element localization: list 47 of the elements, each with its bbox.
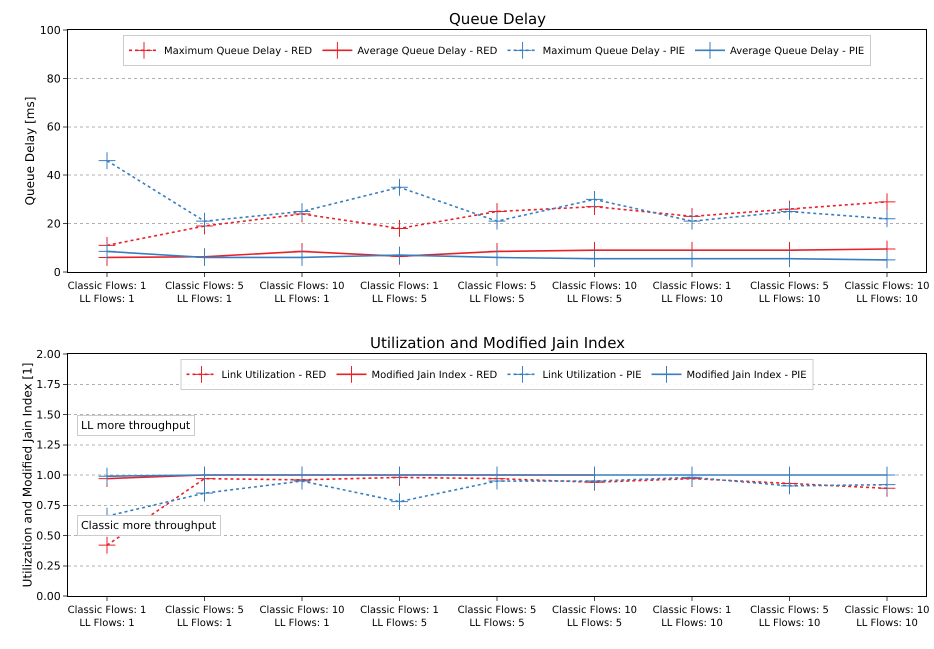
y-axis-title: Utilization and Modified Jain Index [1] xyxy=(20,362,34,588)
x-tick-label: Classic Flows: 1 LL Flows: 1 xyxy=(68,281,146,305)
chart-title: Queue Delay xyxy=(449,10,546,28)
legend-label: Link Utilization - PIE xyxy=(542,370,642,382)
x-tick-label: Classic Flows: 1 LL Flows: 5 xyxy=(360,281,439,305)
x-tick-label: Classic Flows: 10 LL Flows: 10 xyxy=(844,605,930,629)
legend-label: Maximum Queue Delay - RED xyxy=(164,46,312,58)
legend-label: Average Queue Delay - PIE xyxy=(730,46,864,58)
y-tick-label: 2.00 xyxy=(36,348,61,361)
y-tick-label: 80 xyxy=(46,72,61,86)
chart-title: Utilization and Modified Jain Index xyxy=(370,334,626,352)
y-tick-label: 60 xyxy=(46,120,61,134)
x-tick-label: Classic Flows: 1 LL Flows: 10 xyxy=(652,281,732,305)
y-tick-label: 40 xyxy=(46,169,61,182)
y-tick-label: 0.00 xyxy=(36,590,61,603)
y-tick-label: 1.75 xyxy=(36,378,61,392)
legend-label: Modified Jain Index - PIE xyxy=(686,370,807,382)
legend-label: Average Queue Delay - RED xyxy=(357,46,498,58)
x-tick-label: Classic Flows: 10 LL Flows: 5 xyxy=(552,605,638,629)
annotation: Classic more throughput xyxy=(81,519,217,532)
x-tick-label: Classic Flows: 10 LL Flows: 1 xyxy=(259,281,345,305)
x-tick-label: Classic Flows: 1 LL Flows: 1 xyxy=(68,605,146,629)
legend-label: Maximum Queue Delay - PIE xyxy=(542,46,685,58)
x-tick-label: Classic Flows: 1 LL Flows: 10 xyxy=(652,605,732,629)
x-tick-label: Classic Flows: 10 LL Flows: 1 xyxy=(259,605,345,629)
y-tick-label: 0.25 xyxy=(36,560,61,573)
y-tick-label: 0.75 xyxy=(36,499,61,512)
y-tick-label: 0.50 xyxy=(36,529,61,542)
x-tick-label: Classic Flows: 5 LL Flows: 1 xyxy=(165,281,244,305)
x-tick-label: Classic Flows: 5 LL Flows: 5 xyxy=(458,605,536,629)
annotation: LL more throughput xyxy=(81,419,191,432)
y-tick-label: 1.00 xyxy=(36,468,61,482)
y-tick-label: 0 xyxy=(54,266,61,279)
y-tick-label: 1.25 xyxy=(36,438,61,452)
x-tick-label: Classic Flows: 5 LL Flows: 1 xyxy=(165,605,244,629)
y-tick-label: 20 xyxy=(46,217,61,230)
x-tick-label: Classic Flows: 5 LL Flows: 5 xyxy=(458,281,536,305)
legend-label: Link Utilization - RED xyxy=(222,370,326,382)
y-tick-label: 1.50 xyxy=(36,408,61,422)
x-tick-label: Classic Flows: 5 LL Flows: 10 xyxy=(750,605,829,629)
y-tick-label: 100 xyxy=(40,24,61,37)
x-tick-label: Classic Flows: 10 LL Flows: 10 xyxy=(844,281,930,305)
x-tick-label: Classic Flows: 1 LL Flows: 5 xyxy=(360,605,439,629)
x-tick-label: Classic Flows: 10 LL Flows: 5 xyxy=(552,281,638,305)
x-tick-label: Classic Flows: 5 LL Flows: 10 xyxy=(750,281,829,305)
legend-label: Modified Jain Index - RED xyxy=(371,370,498,382)
y-axis-title: Queue Delay [ms] xyxy=(23,96,37,206)
